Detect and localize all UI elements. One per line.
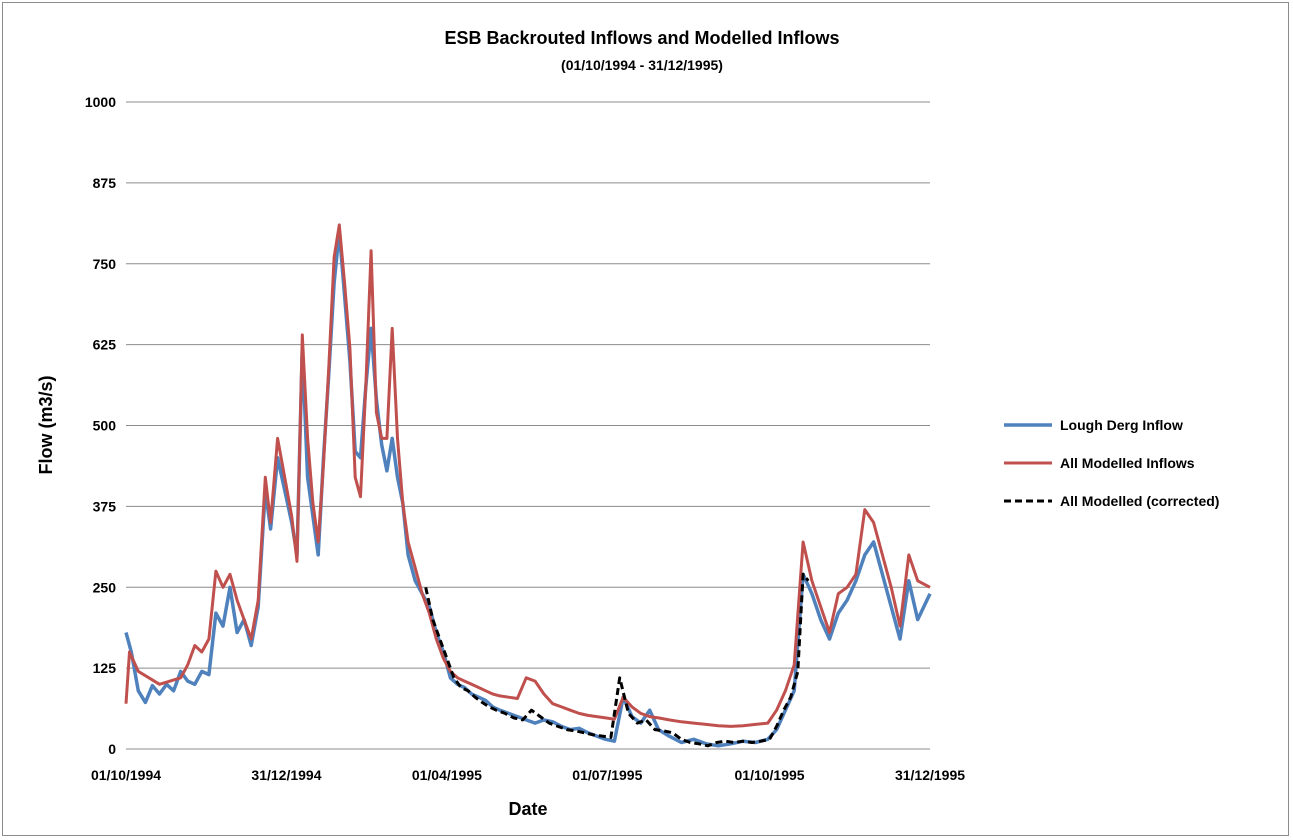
- y-tick-0: 0: [108, 741, 116, 757]
- gridlines: [126, 101, 930, 669]
- chart-title: ESB Backrouted Inflows and Modelled Infl…: [444, 28, 839, 48]
- y-tick-875: 875: [93, 175, 117, 191]
- y-tick-500: 500: [93, 418, 117, 434]
- legend-label-0: Lough Derg Inflow: [1060, 417, 1183, 433]
- legend-label-1: All Modelled Inflows: [1060, 455, 1195, 471]
- y-axis-label: Flow (m3/s): [36, 375, 56, 474]
- series-line-lough-derg: [124, 229, 932, 748]
- y-tick-375: 375: [93, 498, 117, 514]
- series-lines: [124, 223, 932, 748]
- legend: Lough Derg Inflow All Modelled Inflows All…: [1004, 417, 1219, 509]
- x-tick-2: 01/04/1995: [412, 767, 482, 783]
- x-tick-labels: 01/10/1994 31/12/1994 01/04/1995 01/07/1995…: [91, 767, 965, 783]
- y-tick-1000: 1000: [85, 94, 116, 110]
- x-tick-5: 31/12/1995: [895, 767, 965, 783]
- y-tick-labels: 0 125 250 375 500 625 750 875 1000: [85, 94, 116, 757]
- x-tick-4: 01/10/1995: [735, 767, 805, 783]
- x-tick-0: 01/10/1994: [91, 767, 161, 783]
- y-tick-250: 250: [93, 579, 117, 595]
- series-line-all-modelled: [124, 223, 931, 728]
- y-tick-125: 125: [93, 660, 117, 676]
- x-tick-3: 01/07/1995: [572, 767, 642, 783]
- chart-subtitle: (01/10/1994 - 31/12/1995): [561, 57, 723, 73]
- x-axis-label: Date: [508, 799, 547, 819]
- series-line-corrected: [424, 572, 810, 748]
- y-tick-625: 625: [93, 337, 117, 353]
- legend-label-2: All Modelled (corrected): [1060, 493, 1219, 509]
- y-tick-750: 750: [93, 256, 117, 272]
- x-tick-1: 31/12/1994: [251, 767, 321, 783]
